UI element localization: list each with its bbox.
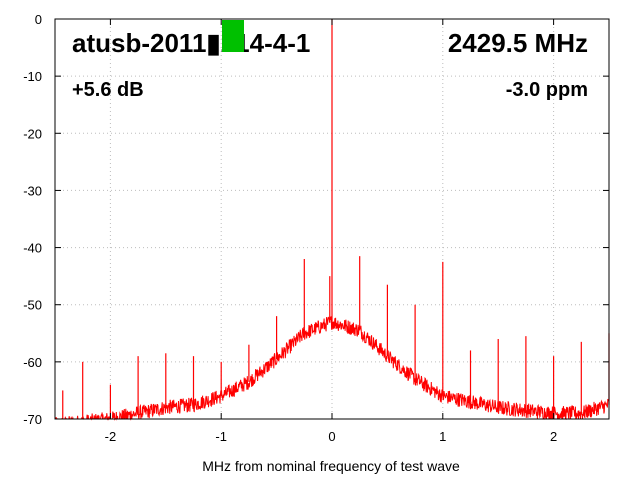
x-tick-label: 1 <box>439 429 446 444</box>
y-tick-label: -70 <box>23 412 42 427</box>
y-tick-label: -30 <box>23 183 42 198</box>
chart-title: atusb-2011▮214-4-1 <box>72 28 310 58</box>
frequency-readout: 2429.5 MHz <box>448 28 588 58</box>
gain-readout: +5.6 dB <box>72 79 144 101</box>
y-tick-label: 0 <box>35 12 42 27</box>
ppm-readout: -3.0 ppm <box>506 79 588 101</box>
x-tick-label: -2 <box>105 429 117 444</box>
x-axis-label: MHz from nominal frequency of test wave <box>202 458 460 474</box>
y-tick-label: -10 <box>23 69 42 84</box>
x-tick-label: -1 <box>215 429 227 444</box>
noise-floor-line <box>55 316 610 421</box>
y-tick-label: -40 <box>23 241 42 256</box>
x-tick-label: 2 <box>550 429 557 444</box>
y-tick-label: -50 <box>23 298 42 313</box>
y-tick-label: -60 <box>23 355 42 370</box>
status-marker <box>222 20 244 52</box>
axis-ticks: -2 -1 0 1 20-10-20-30-40-50-60-70 <box>23 12 609 444</box>
series-signal <box>55 19 610 421</box>
x-tick-label: 0 <box>328 429 335 444</box>
y-tick-label: -20 <box>23 126 42 141</box>
